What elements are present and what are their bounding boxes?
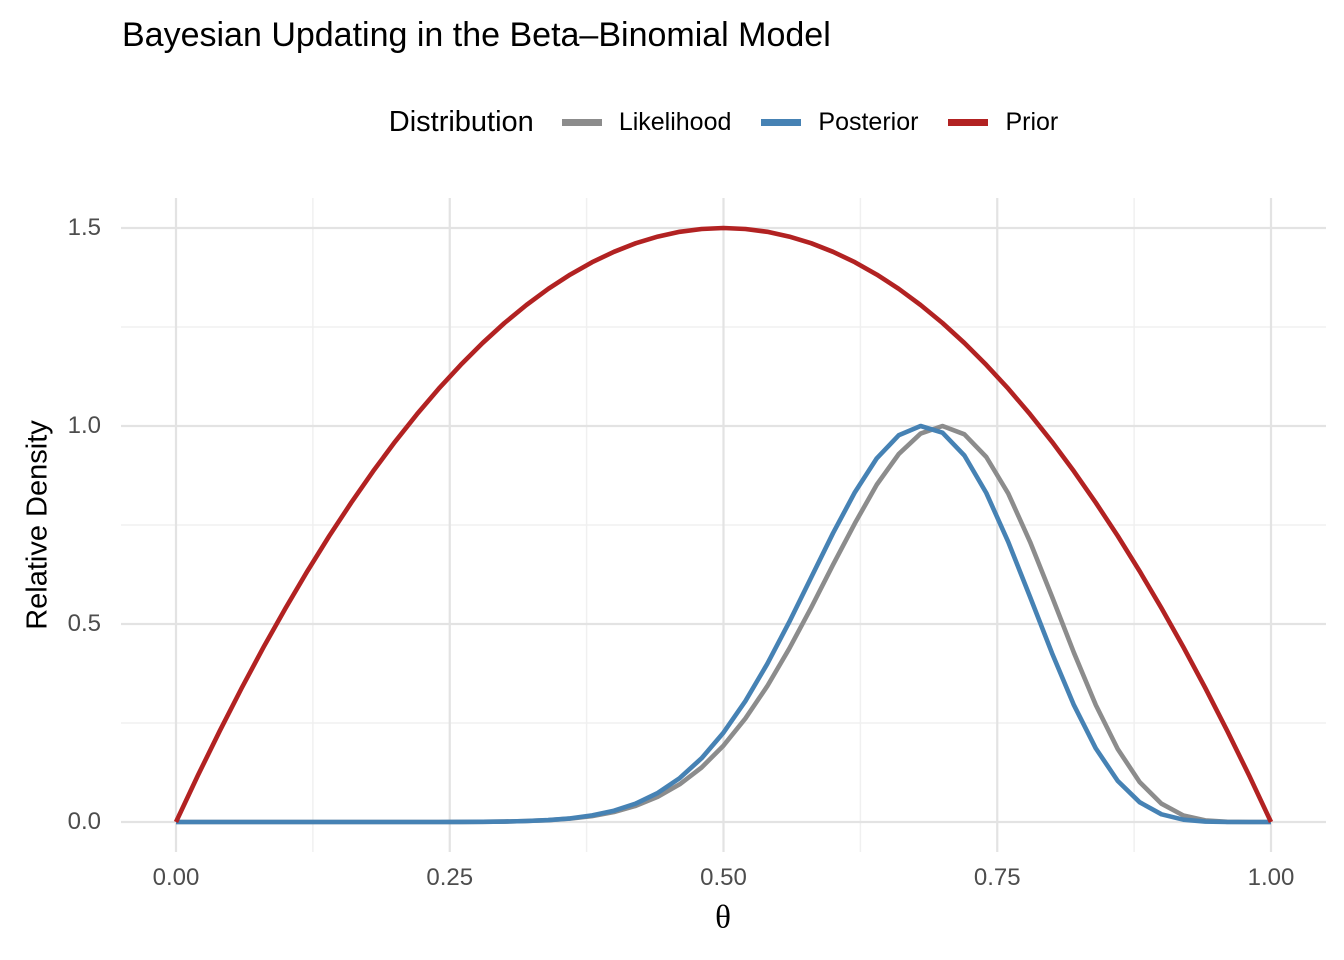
x-tick-label: 0.25 (426, 864, 474, 891)
legend-title: Distribution (388, 105, 534, 138)
legend-label-likelihood: Likelihood (618, 107, 732, 136)
chart-title: Bayesian Updating in the Beta–Binomial M… (122, 16, 831, 54)
legend-label-prior: Prior (1005, 107, 1059, 136)
y-tick-label: 0.0 (67, 808, 101, 835)
legend-key-likelihood-icon (561, 118, 602, 126)
legend-key-posterior-icon (761, 118, 802, 126)
legend-item-likelihood: Likelihood (561, 107, 732, 137)
x-tick-label: 0.50 (700, 864, 747, 891)
legend-items: Likelihood Posterior Prior (561, 107, 1058, 137)
legend-key-prior-icon (948, 118, 989, 126)
x-axis-title: θ (715, 899, 731, 936)
y-axis-title: Relative Density (21, 420, 54, 630)
legend: Distribution Likelihood Posterior Prior (121, 103, 1326, 141)
y-tick-label: 0.5 (67, 610, 101, 637)
y-tick-label: 1.0 (67, 412, 101, 439)
x-tick-label: 1.00 (1247, 864, 1295, 891)
legend-item-posterior: Posterior (761, 108, 918, 137)
series-line-posterior (176, 423, 1271, 825)
legend-item-prior: Prior (948, 108, 1058, 137)
y-tick-label: 1.5 (67, 214, 101, 241)
legend-label-posterior: Posterior (818, 107, 919, 136)
x-tick-label: 0.75 (973, 864, 1021, 891)
series-line-prior (173, 225, 1274, 823)
x-tick-label: 0.00 (152, 864, 200, 891)
